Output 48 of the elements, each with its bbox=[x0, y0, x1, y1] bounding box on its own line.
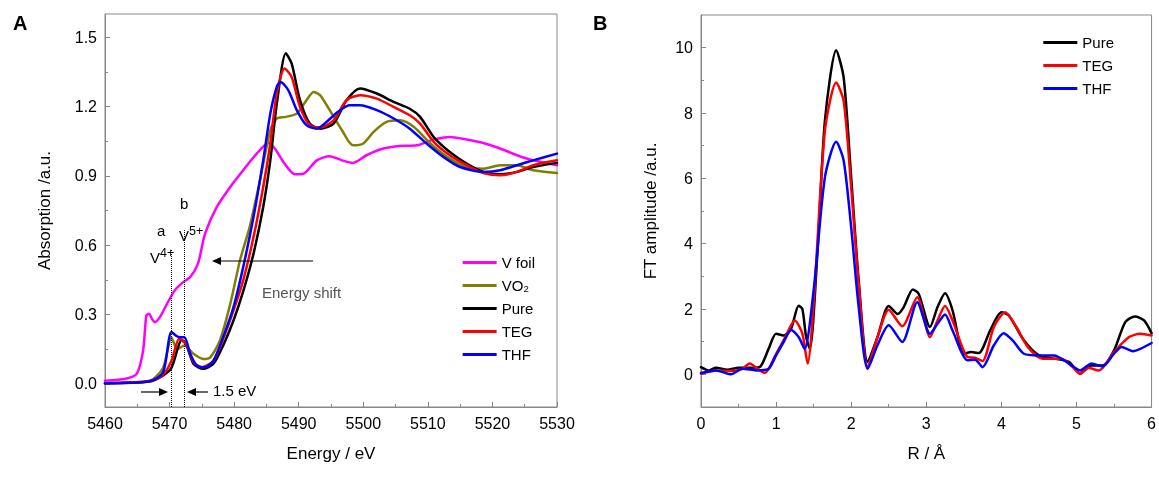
legend-label: THF bbox=[1082, 80, 1112, 97]
legend-label: Pure bbox=[1082, 34, 1114, 51]
chart-title: B bbox=[593, 12, 608, 34]
y-tick-label: 10 bbox=[675, 39, 694, 57]
y-tick-label: 1.2 bbox=[74, 97, 98, 115]
annotation: 1.5 eV bbox=[213, 382, 257, 400]
legend-label: THF bbox=[501, 346, 531, 363]
chart-title: A bbox=[13, 12, 28, 34]
x-tick-label: 5 bbox=[1072, 414, 1082, 432]
x-tick-label: 5490 bbox=[280, 414, 317, 432]
x-tick-label: 5510 bbox=[410, 414, 446, 432]
x-tick-label: 1 bbox=[771, 414, 781, 432]
y-tick-label: 0.0 bbox=[74, 375, 98, 393]
x-tick-label: 2 bbox=[846, 414, 856, 432]
x-tick-label: 0 bbox=[696, 414, 706, 432]
annotation: Energy shift bbox=[262, 284, 342, 302]
x-tick-label: 5500 bbox=[345, 414, 382, 432]
annotation: a bbox=[157, 222, 166, 240]
y-tick-label: 6 bbox=[684, 169, 694, 187]
line-series bbox=[103, 135, 559, 382]
line-series bbox=[699, 140, 1153, 376]
y-axis-title: Absorption /a.u. bbox=[35, 150, 54, 271]
legend-label: VO₂ bbox=[501, 277, 530, 294]
x-axis-title: Energy / eV bbox=[286, 444, 377, 463]
y-axis-title: FT amplitude /a.u. bbox=[641, 142, 660, 280]
y-tick-label: 0 bbox=[684, 365, 694, 383]
y-tick-label: 8 bbox=[684, 104, 694, 122]
y-tick-label: 0.9 bbox=[74, 167, 98, 185]
x-tick-label: 5480 bbox=[216, 414, 253, 432]
legend-label: V foil bbox=[501, 254, 536, 271]
x-tick-label: 5460 bbox=[87, 414, 123, 432]
x-tick-label: 5520 bbox=[474, 414, 511, 432]
x-tick-label: 4 bbox=[996, 414, 1006, 432]
y-tick-label: 0.6 bbox=[74, 236, 98, 254]
legend-label: Pure bbox=[501, 300, 534, 317]
annotation: b bbox=[180, 195, 189, 213]
y-tick-label: 0.3 bbox=[74, 306, 98, 324]
x-axis-title: R / Å bbox=[907, 444, 946, 463]
legend-label: TEG bbox=[501, 323, 533, 340]
x-tick-label: 6 bbox=[1147, 414, 1157, 432]
annotation: V$^{4+}$ bbox=[150, 245, 175, 267]
x-tick-label: 5530 bbox=[539, 414, 575, 432]
y-tick-label: 1.5 bbox=[74, 28, 98, 46]
x-tick-label: 5470 bbox=[151, 414, 188, 432]
legend-label: TEG bbox=[1082, 57, 1114, 74]
y-tick-label: 2 bbox=[684, 300, 694, 318]
x-tick-label: 3 bbox=[921, 414, 931, 432]
y-tick-label: 4 bbox=[684, 235, 694, 253]
